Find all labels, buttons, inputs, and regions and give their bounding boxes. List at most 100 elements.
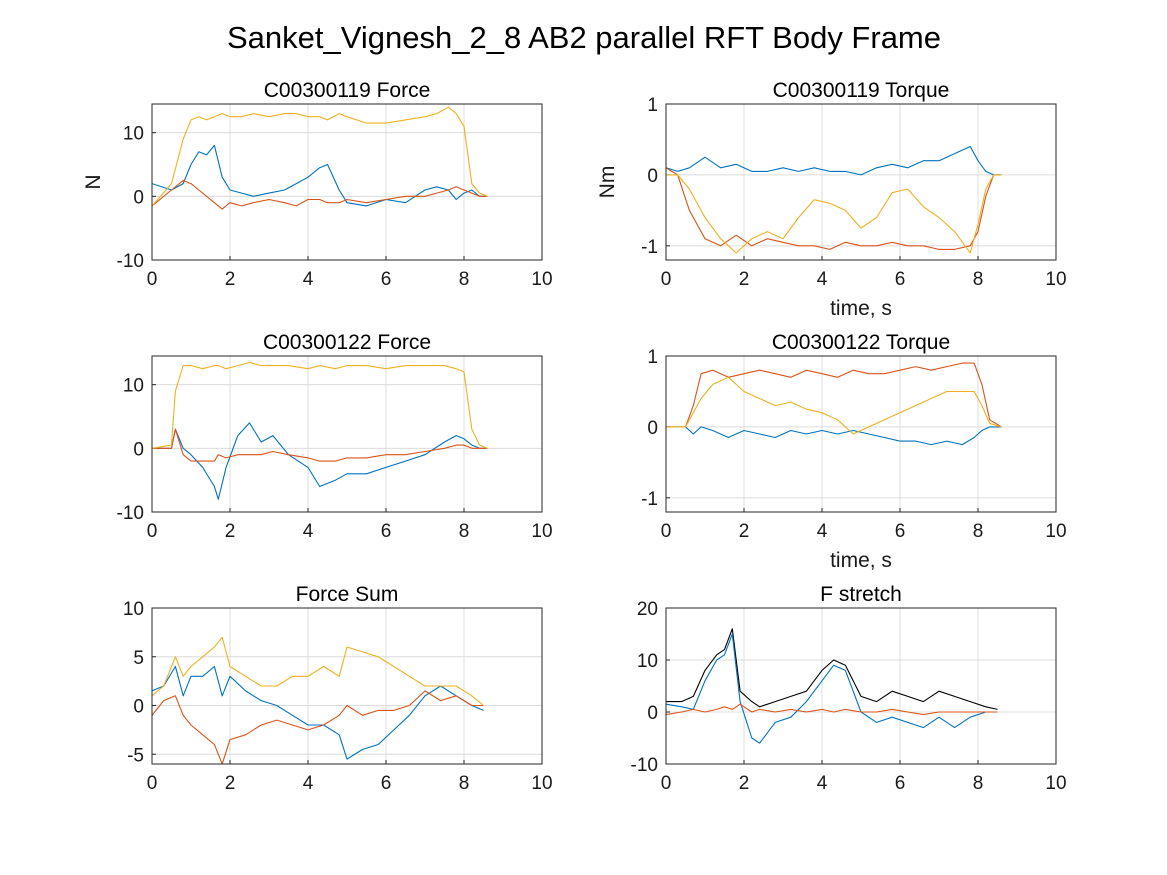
x-tick-label: 0 bbox=[661, 773, 672, 794]
x-tick-label: 8 bbox=[973, 269, 984, 290]
x-tick-label: 6 bbox=[381, 269, 392, 290]
subplot-title: C00300119 Torque bbox=[773, 79, 950, 102]
x-tick-label: 0 bbox=[147, 521, 158, 542]
series-line-2 bbox=[152, 690, 484, 764]
series-line-1 bbox=[152, 144, 488, 207]
x-tick-label: 10 bbox=[531, 773, 552, 794]
x-tick-label: 8 bbox=[459, 269, 470, 290]
y-tick-label: 0 bbox=[647, 418, 658, 439]
x-tick-label: 10 bbox=[1045, 773, 1066, 794]
x-tick-label: 6 bbox=[895, 773, 906, 794]
x-tick-label: 2 bbox=[225, 269, 236, 290]
y-tick-label: 0 bbox=[647, 166, 658, 187]
y-tick-label: -10 bbox=[117, 503, 144, 524]
x-tick-label: 10 bbox=[531, 521, 552, 542]
series-line-3 bbox=[666, 174, 1002, 254]
y-tick-label: 0 bbox=[647, 703, 658, 724]
series-line-3 bbox=[152, 361, 488, 449]
y-tick-label: -1 bbox=[641, 237, 658, 258]
series-line-3 bbox=[666, 376, 1002, 435]
y-tick-label: -10 bbox=[631, 755, 658, 776]
x-tick-label: 2 bbox=[739, 773, 750, 794]
x-tick-label: 10 bbox=[531, 269, 552, 290]
series-line-2 bbox=[152, 179, 488, 210]
x-axis-label: time, s bbox=[830, 549, 892, 572]
series-line-1 bbox=[666, 145, 1002, 176]
x-tick-label: 0 bbox=[147, 269, 158, 290]
subplot-title: F stretch bbox=[820, 583, 902, 606]
x-tick-label: 10 bbox=[1045, 269, 1066, 290]
series-line-2 bbox=[666, 633, 998, 744]
x-tick-label: 2 bbox=[225, 773, 236, 794]
x-tick-label: 6 bbox=[895, 269, 906, 290]
series-line-3 bbox=[666, 703, 998, 716]
series-line-3 bbox=[152, 106, 488, 207]
axes-border bbox=[151, 355, 543, 513]
axes-border bbox=[151, 607, 543, 765]
y-tick-label: 10 bbox=[123, 124, 144, 145]
series-line-1 bbox=[666, 628, 998, 710]
x-tick-label: 6 bbox=[381, 521, 392, 542]
series-line-2 bbox=[666, 167, 1002, 250]
x-tick-label: 4 bbox=[303, 773, 314, 794]
series-line-3 bbox=[152, 636, 484, 706]
x-tick-label: 2 bbox=[739, 521, 750, 542]
plot-area bbox=[665, 607, 1057, 765]
y-tick-label: -1 bbox=[641, 489, 658, 510]
y-tick-label: 0 bbox=[133, 187, 144, 208]
y-tick-label: -10 bbox=[117, 251, 144, 272]
x-tick-label: 0 bbox=[661, 269, 672, 290]
y-axis-label: N bbox=[82, 174, 105, 189]
axes-border bbox=[151, 103, 543, 261]
y-tick-label: 1 bbox=[647, 95, 658, 116]
x-tick-label: 10 bbox=[1045, 521, 1066, 542]
x-tick-label: 8 bbox=[973, 773, 984, 794]
x-tick-label: 8 bbox=[973, 521, 984, 542]
subplot-title: C00300122 Force bbox=[263, 331, 431, 354]
x-tick-label: 4 bbox=[817, 521, 828, 542]
plot-area bbox=[665, 103, 1057, 261]
x-tick-label: 8 bbox=[459, 773, 470, 794]
y-tick-label: 0 bbox=[133, 697, 144, 718]
axes-border bbox=[665, 607, 1057, 765]
y-tick-label: 5 bbox=[133, 648, 144, 669]
x-tick-label: 0 bbox=[147, 773, 158, 794]
figure-title: Sanket_Vignesh_2_8 AB2 parallel RFT Body… bbox=[227, 20, 941, 55]
x-tick-label: 4 bbox=[817, 269, 828, 290]
x-tick-label: 6 bbox=[381, 773, 392, 794]
plot-area bbox=[151, 607, 543, 765]
subplot-title: Force Sum bbox=[296, 583, 399, 606]
y-tick-label: 1 bbox=[647, 347, 658, 368]
x-tick-label: 8 bbox=[459, 521, 470, 542]
x-tick-label: 4 bbox=[303, 269, 314, 290]
x-axis-label: time, s bbox=[830, 297, 892, 320]
y-axis-label: Nm bbox=[596, 166, 619, 199]
plot-area bbox=[151, 355, 543, 513]
x-tick-label: 4 bbox=[817, 773, 828, 794]
x-tick-label: 0 bbox=[661, 521, 672, 542]
y-tick-label: 0 bbox=[133, 439, 144, 460]
x-tick-label: 6 bbox=[895, 521, 906, 542]
y-tick-label: 20 bbox=[637, 599, 658, 620]
y-tick-label: -5 bbox=[127, 745, 144, 766]
x-tick-label: 2 bbox=[739, 269, 750, 290]
series-line-1 bbox=[152, 665, 484, 760]
x-tick-label: 2 bbox=[225, 521, 236, 542]
axes-border bbox=[665, 355, 1057, 513]
y-tick-label: 10 bbox=[637, 651, 658, 672]
x-tick-label: 4 bbox=[303, 521, 314, 542]
subplot-title: C00300119 Force bbox=[264, 79, 431, 102]
axes-border bbox=[665, 103, 1057, 261]
subplot-title: C00300122 Torque bbox=[772, 331, 950, 354]
series-line-1 bbox=[666, 426, 1002, 446]
plot-area bbox=[151, 103, 543, 261]
series-line-2 bbox=[152, 428, 488, 462]
